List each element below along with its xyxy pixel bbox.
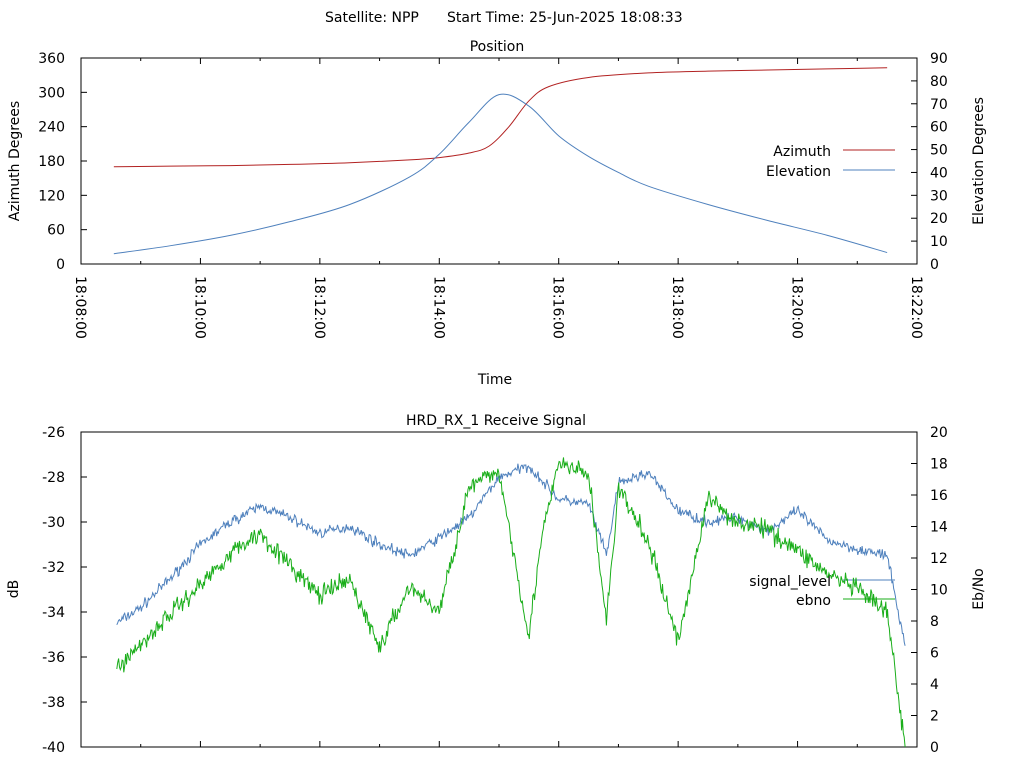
db-tick-label: -30: [42, 515, 65, 531]
azimuth-tick-label: 180: [38, 154, 65, 170]
azimuth-legend-label: Azimuth: [773, 144, 831, 160]
ebno-tick-label: 2: [930, 709, 939, 725]
ebno-tick-label: 10: [930, 583, 948, 599]
ebno-tick-label: 8: [930, 614, 939, 630]
signal-chart-title: HRD_RX_1 Receive Signal: [406, 413, 586, 429]
elevation-y-axis-label: Elevation Degrees: [971, 97, 987, 225]
ebno-tick-label: 20: [930, 425, 948, 441]
elevation-tick-label: 0: [930, 257, 939, 273]
azimuth-y-axis-label: Azimuth Degrees: [7, 101, 23, 221]
db-tick-label: -32: [42, 560, 65, 576]
elevation-tick-label: 70: [930, 97, 948, 113]
ebno-series-line: [116, 457, 906, 748]
time-tick-label: 18:20:00: [789, 276, 805, 339]
db-tick-label: -28: [42, 470, 65, 486]
satellite-label: Satellite: NPP: [325, 10, 419, 26]
ebno-tick-label: 16: [930, 488, 948, 504]
db-tick-label: -26: [42, 425, 65, 441]
time-tick-label: 18:10:00: [191, 276, 207, 339]
azimuth-tick-label: 360: [38, 51, 65, 67]
time-tick-label: 18:18:00: [669, 276, 685, 339]
azimuth-tick-label: 240: [38, 120, 65, 136]
elevation-tick-label: 40: [930, 165, 948, 181]
db-tick-label: -40: [42, 740, 65, 756]
signal_level-legend-label: signal_level: [749, 574, 831, 590]
elevation-legend-label: Elevation: [766, 164, 831, 180]
elevation-tick-label: 10: [930, 234, 948, 250]
ebno-tick-label: 18: [930, 457, 948, 473]
time-tick-label: 18:08:00: [72, 276, 88, 339]
time-tick-label: 18:12:00: [311, 276, 327, 339]
time-tick-label: 18:14:00: [430, 276, 446, 339]
ebno-tick-label: 4: [930, 677, 939, 693]
ebno-tick-label: 14: [930, 520, 948, 536]
elevation-series-line: [113, 93, 888, 255]
signal-chart: -40 -38 -36 -34 -32 -30 -28 -26 0 2 4 6 8 10 12 14 16 18 2…: [42, 425, 948, 756]
elevation-tick-label: 30: [930, 188, 948, 204]
ebno-tick-label: 0: [930, 740, 939, 756]
azimuth-tick-label: 60: [47, 223, 65, 239]
position-x-axis-label: Time: [477, 372, 512, 388]
ebno-legend-label: ebno: [796, 593, 831, 609]
elevation-tick-label: 20: [930, 211, 948, 227]
azimuth-tick-label: 300: [38, 85, 65, 101]
azimuth-tick-label: 0: [56, 257, 65, 273]
elevation-tick-label: 50: [930, 143, 948, 159]
time-tick-label: 18:16:00: [550, 276, 566, 339]
db-tick-label: -38: [42, 695, 65, 711]
time-tick-label: 18:22:00: [908, 276, 924, 339]
elevation-tick-label: 80: [930, 74, 948, 90]
ebno-tick-label: 12: [930, 551, 948, 567]
position-plot-frame: [80, 57, 918, 265]
signal_level-series-line: [116, 463, 906, 646]
position-chart-title: Position: [470, 39, 525, 55]
db-y-axis-label: dB: [6, 580, 22, 599]
azimuth-series-line: [113, 67, 888, 168]
elevation-tick-label: 90: [930, 51, 948, 67]
db-tick-label: -36: [42, 650, 65, 666]
ebno-tick-label: 6: [930, 646, 939, 662]
start-time-label: Start Time: 25-Jun-2025 18:08:33: [447, 10, 683, 26]
position-chart: 0 60 120 180 240 300 360 0 10 20 30 40 50 60 70 80 90 18:…: [38, 51, 948, 339]
ebno-y-axis-label: Eb/No: [971, 568, 987, 610]
elevation-tick-label: 60: [930, 120, 948, 136]
azimuth-tick-label: 120: [38, 188, 65, 204]
db-tick-label: -34: [42, 605, 65, 621]
